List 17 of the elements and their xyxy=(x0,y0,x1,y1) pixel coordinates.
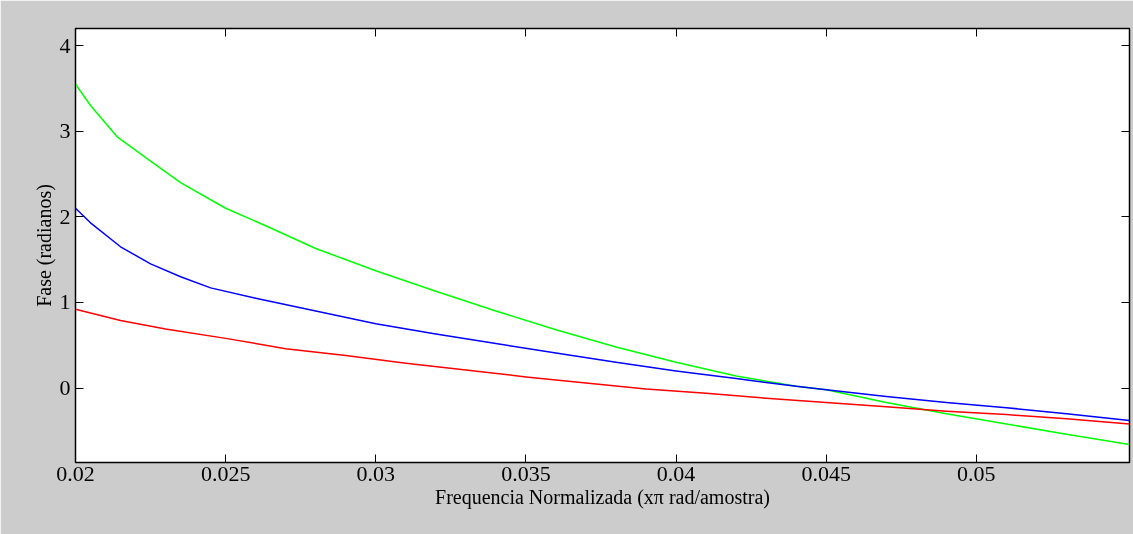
y-tick-label: 0 xyxy=(59,375,71,401)
line-series xyxy=(75,83,1130,446)
x-tick-label: 0.02 xyxy=(56,460,95,486)
y-tick-label: 2 xyxy=(59,203,71,229)
y-tick-label: 1 xyxy=(59,289,71,315)
line-series xyxy=(75,207,1130,422)
x-axis-title: Frequencia Normalizada (xπ rad/amostra) xyxy=(435,485,770,509)
y-axis-title: Fase (radianos) xyxy=(32,184,56,307)
x-tick-label: 0.04 xyxy=(656,460,696,486)
x-tick-label: 0.05 xyxy=(957,460,996,486)
x-tick-label: 0.035 xyxy=(501,460,551,486)
y-tick-label: 3 xyxy=(59,118,71,144)
x-tick-label: 0.025 xyxy=(200,460,251,486)
x-tick-label: 0.045 xyxy=(801,460,851,486)
y-tick-label: 4 xyxy=(59,32,71,58)
line-series xyxy=(75,308,1130,425)
x-tick-label: 0.03 xyxy=(356,460,396,486)
